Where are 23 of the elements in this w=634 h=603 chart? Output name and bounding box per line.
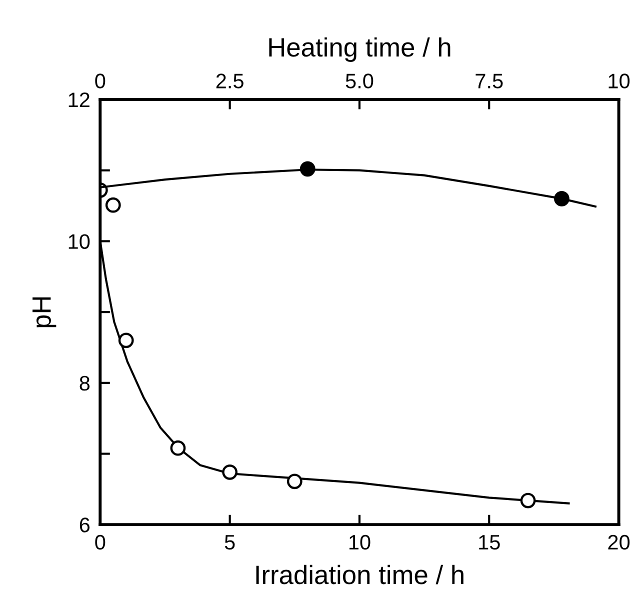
y-tick-label: 6: [80, 518, 90, 532]
x2-tick-label: 10: [608, 74, 630, 88]
x-tick-label: 20: [608, 534, 630, 550]
point: [118, 332, 134, 348]
x2-tick-label: 5.0: [346, 74, 374, 88]
x-tick-label: 15: [479, 535, 500, 550]
point: [222, 464, 238, 480]
x2-tick-label: 7.5: [476, 74, 503, 88]
point: [286, 474, 302, 490]
point: [105, 197, 121, 213]
x2-axis-title: Heating time / h: [269, 37, 450, 62]
x-tick-label: 0: [95, 534, 106, 550]
x2-tick-label: 2.5: [216, 74, 244, 88]
x-axis-title: Irradiation time / h: [256, 564, 464, 584]
x-tick-label: 5: [224, 535, 235, 550]
y-tick-label: 10: [68, 234, 90, 249]
x2-tick-label: 0: [95, 74, 106, 88]
y-tick-label: 12: [68, 92, 90, 108]
y-tick-label: 8: [80, 376, 90, 391]
y-axis-title: pH: [32, 297, 56, 328]
x-tick-label: 10: [349, 534, 370, 550]
point: [520, 492, 536, 508]
point: [170, 440, 186, 456]
